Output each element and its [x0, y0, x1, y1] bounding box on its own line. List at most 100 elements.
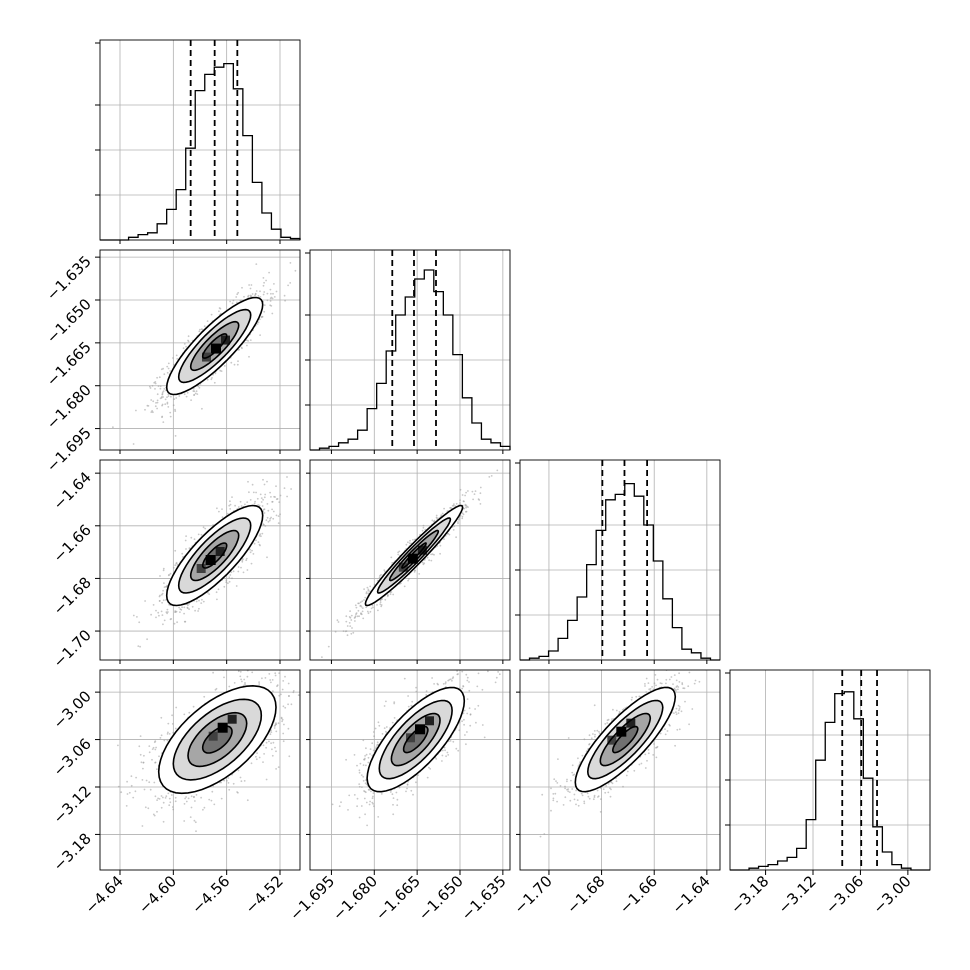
scatter-point	[647, 752, 650, 755]
scatter-point	[362, 617, 365, 620]
scatter-point	[149, 387, 152, 389]
scatter-point	[211, 790, 214, 793]
scatter-point	[261, 532, 264, 535]
scatter-point	[268, 271, 270, 274]
scatter-point	[167, 792, 170, 795]
scatter-point	[262, 761, 264, 763]
scatter-point	[354, 604, 357, 607]
scatter-point	[210, 799, 213, 802]
scatter-point	[369, 610, 372, 613]
contour-line	[366, 686, 466, 793]
scatter-point	[166, 371, 169, 374]
scatter-point	[167, 395, 170, 397]
scatter-point	[604, 791, 607, 794]
scatter-point	[593, 794, 596, 797]
scatter-point	[244, 682, 246, 684]
scatter-point	[148, 781, 151, 784]
scatter-point	[363, 588, 365, 590]
scatter-point	[469, 713, 472, 716]
scatter-point	[170, 794, 173, 796]
scatter-point	[348, 622, 351, 624]
scatter-point	[262, 284, 265, 287]
scatter-point	[269, 733, 272, 736]
scatter-point	[360, 774, 363, 776]
scatter-point	[246, 501, 249, 503]
scatter-point	[176, 563, 179, 566]
scatter-point	[355, 612, 358, 614]
scatter-point	[552, 799, 555, 802]
scatter-point	[552, 797, 555, 800]
scatter-point	[360, 612, 362, 614]
scatter-point	[249, 551, 252, 554]
scatter-point	[681, 682, 684, 684]
scatter-point	[678, 709, 680, 712]
scatter-point	[421, 529, 424, 532]
scatter-point	[269, 652, 271, 654]
scatter-point	[132, 614, 135, 617]
scatter-point	[156, 399, 159, 402]
x-tick-label: −1.635	[458, 872, 510, 924]
scatter-point	[265, 279, 267, 282]
scatter-point	[198, 386, 201, 389]
scatter-point	[301, 686, 303, 688]
scatter-point	[200, 533, 203, 536]
scatter-point	[160, 716, 163, 719]
scatter-point	[231, 577, 233, 580]
scatter-point	[441, 749, 444, 752]
scatter-point	[571, 764, 574, 767]
scatter-point	[693, 682, 696, 685]
scatter-point	[365, 747, 367, 750]
y-tick-label: −1.64	[50, 468, 95, 513]
scatter-point	[197, 533, 200, 536]
scatter-point	[185, 535, 188, 537]
scatter-point	[240, 299, 243, 302]
scatter-point	[237, 670, 240, 673]
scatter-point	[678, 681, 681, 683]
scatter-point	[597, 796, 599, 798]
scatter-point	[676, 728, 679, 731]
scatter-point	[348, 794, 351, 797]
scatter-point	[621, 709, 624, 711]
scatter-point	[112, 426, 114, 429]
scatter-point	[268, 673, 271, 675]
scatter-point	[571, 771, 574, 774]
scatter-point	[155, 609, 157, 612]
scatter-point	[461, 687, 464, 690]
scatter-point	[474, 708, 476, 710]
scatter-point	[615, 709, 618, 712]
scatter-point	[385, 726, 388, 728]
scatter-point	[599, 811, 602, 813]
scatter-point	[674, 744, 676, 747]
scatter-point	[675, 711, 677, 714]
scatter-point	[647, 748, 650, 751]
scatter-point	[166, 365, 169, 368]
scatter-point	[345, 620, 348, 623]
contour-line	[390, 712, 441, 767]
scatter-point	[609, 795, 612, 798]
scatter-point	[423, 562, 426, 565]
histogram-step	[100, 62, 301, 241]
density-panel	[99, 249, 301, 451]
scatter-point	[417, 774, 419, 776]
scatter-point	[151, 748, 154, 750]
scatter-point	[380, 604, 383, 606]
scatter-point	[668, 723, 671, 726]
scatter-point	[358, 816, 361, 819]
scatter-point	[586, 792, 589, 795]
scatter-point	[373, 805, 375, 808]
scatter-point	[239, 675, 242, 678]
scatter-point	[216, 507, 218, 510]
scatter-point	[266, 480, 268, 483]
scatter-point	[167, 574, 170, 577]
contour-line	[201, 333, 228, 359]
scatter-point	[397, 551, 399, 554]
scatter-point	[367, 588, 370, 591]
scatter-point	[228, 576, 231, 579]
scatter-point	[415, 690, 418, 693]
scatter-point	[175, 706, 178, 709]
scatter-point	[259, 533, 262, 536]
scatter-point	[195, 830, 197, 833]
scatter-point	[337, 621, 340, 623]
scatter-point	[194, 609, 197, 612]
scatter-point	[366, 586, 369, 589]
